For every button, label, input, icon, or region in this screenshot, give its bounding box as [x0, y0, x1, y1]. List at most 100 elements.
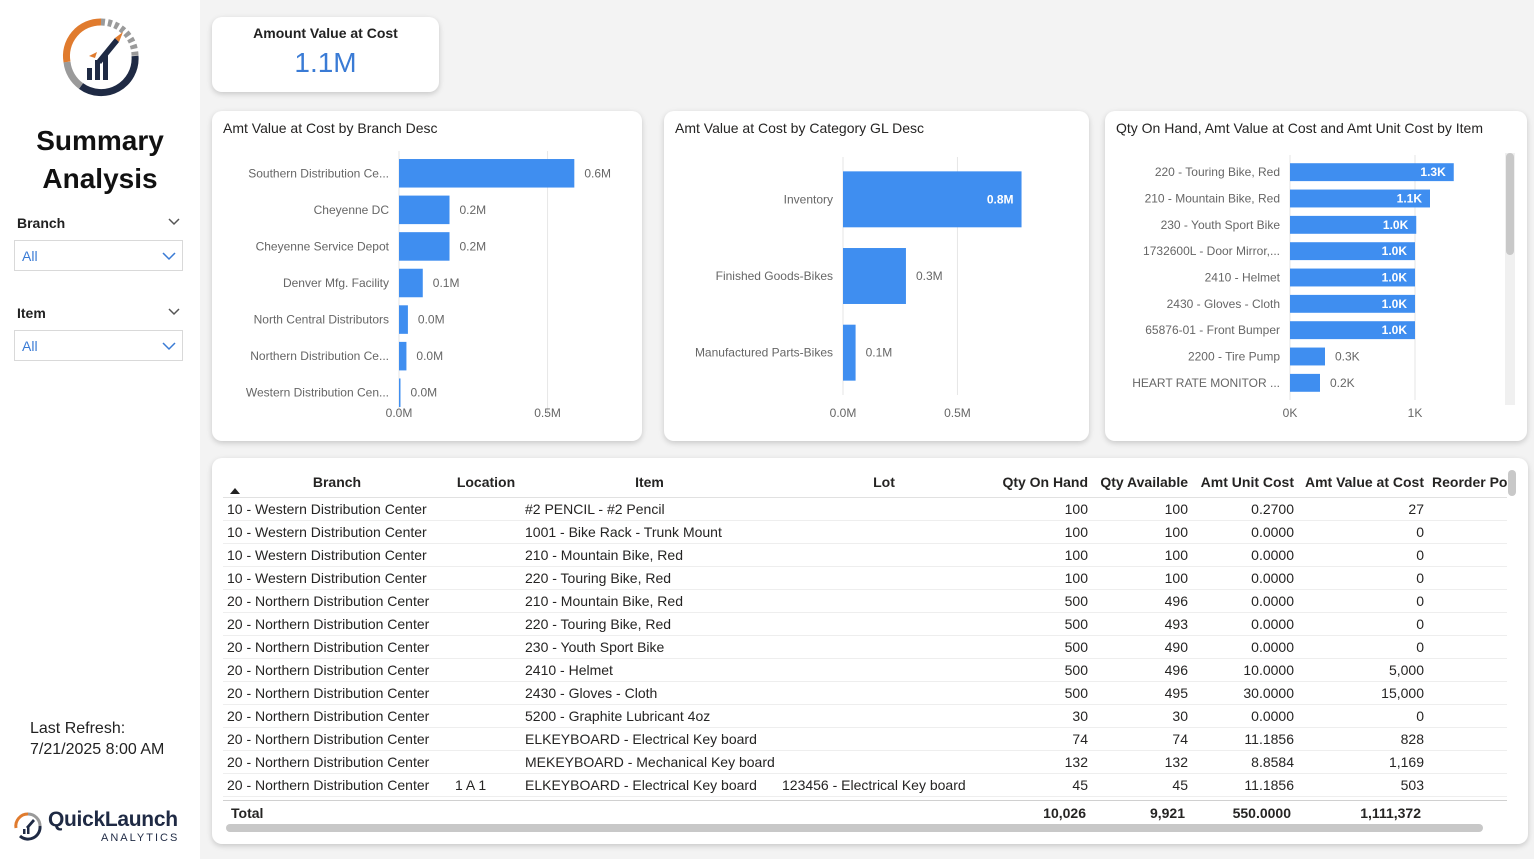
chevron-down-icon	[162, 252, 176, 261]
inventory-table[interactable]: Branch Location Item Lot Qty On Hand Qty Avai…	[223, 467, 1507, 801]
table-row[interactable]: 10 - Western Distribution Center 1001 - B…	[223, 520, 1507, 544]
category-label: 220 - Touring Bike, Red	[1155, 165, 1280, 179]
table-cell	[1428, 566, 1507, 590]
column-header[interactable]: Qty On Hand	[990, 467, 1092, 498]
table-cell: 100	[1092, 497, 1192, 521]
table-cell	[451, 612, 521, 636]
table-cell: 20 - Northern Distribution Center	[223, 727, 451, 751]
bar	[399, 159, 575, 188]
table-row[interactable]: 20 - Northern Distribution Center ELKEYBO…	[223, 727, 1507, 751]
data-label: 0.8M	[987, 192, 1014, 206]
table-cell: 30	[990, 704, 1092, 728]
item-slicer-value: All	[22, 338, 38, 354]
total-qty-on-hand: 10,026	[1043, 805, 1086, 821]
item-slicer-chevron-icon[interactable]	[167, 307, 181, 317]
last-refresh-value: 7/21/2025 8:00 AM	[30, 741, 165, 758]
table-cell: 0.0000	[1192, 520, 1298, 544]
category-label: Finished Goods-Bikes	[716, 269, 833, 283]
table-row[interactable]: 20 - Northern Distribution Center 220 - T…	[223, 612, 1507, 636]
chart-scrollbar-thumb[interactable]	[1506, 153, 1514, 255]
table-cell: 100	[990, 520, 1092, 544]
table-cell: 500	[990, 635, 1092, 659]
chart-card-category[interactable]: Amt Value at Cost by Category GL Desc 0.…	[664, 111, 1089, 441]
table-cell: 11.1856	[1192, 773, 1298, 797]
table-cell	[1428, 704, 1507, 728]
bar	[399, 305, 408, 334]
data-label: 0.3M	[916, 269, 943, 283]
table-cell: 10.0000	[1192, 658, 1298, 682]
sort-ascending-icon[interactable]	[230, 488, 240, 494]
table-cell: 74	[990, 727, 1092, 751]
chart-card-branch[interactable]: Amt Value at Cost by Branch Desc 0.0M 0.5…	[212, 111, 642, 441]
column-header[interactable]: Location	[451, 467, 521, 498]
table-row[interactable]: 20 - Northern Distribution Center 1 A 1 EL…	[223, 773, 1507, 797]
table-cell	[778, 635, 990, 659]
column-header[interactable]: Qty Available	[1092, 467, 1192, 498]
table-row[interactable]: 20 - Northern Distribution Center 2410 - …	[223, 658, 1507, 682]
table-cell: 20 - Northern Distribution Center	[223, 635, 451, 659]
table-cell	[1428, 612, 1507, 636]
table-row[interactable]: 20 - Northern Distribution Center 230 - Y…	[223, 635, 1507, 659]
table-cell: 132	[990, 750, 1092, 774]
table-vertical-scrollbar[interactable]	[1508, 470, 1516, 496]
column-header[interactable]: Item	[521, 467, 778, 498]
branch-slicer-value: All	[22, 248, 38, 264]
table-cell	[778, 589, 990, 613]
category-label: 2430 - Gloves - Cloth	[1167, 297, 1280, 311]
column-header[interactable]: Reorder Po	[1428, 467, 1507, 498]
table-cell: 0.0000	[1192, 589, 1298, 613]
brand-name: QuickLaunch	[48, 808, 178, 831]
table-cell	[778, 520, 990, 544]
branch-slicer-label: Branch	[17, 215, 66, 231]
table-cell	[451, 635, 521, 659]
table-cell	[1428, 658, 1507, 682]
table-cell: 132	[1092, 750, 1192, 774]
branch-slicer-dropdown[interactable]: All	[14, 240, 183, 271]
table-horizontal-scrollbar[interactable]	[226, 824, 1483, 832]
page-title: Summary Analysis	[0, 122, 200, 198]
chart-title: Amt Value at Cost by Branch Desc	[223, 120, 438, 136]
chart-title: Qty On Hand, Amt Value at Cost and Amt U…	[1116, 120, 1484, 136]
table-cell	[451, 727, 521, 751]
kpi-card-amount-value[interactable]: Amount Value at Cost 1.1M	[212, 17, 439, 92]
table-cell	[451, 658, 521, 682]
table-row[interactable]: 10 - Western Distribution Center 210 - Mo…	[223, 543, 1507, 567]
chart-category-svg: 0.0M 0.5M Inventory 0.8M Finished Goods-Bike…	[695, 157, 1022, 420]
table-cell	[451, 566, 521, 590]
branch-slicer-chevron-icon[interactable]	[167, 217, 181, 227]
table-row[interactable]: 20 - Northern Distribution Center 210 - M…	[223, 589, 1507, 613]
data-label: 0.1M	[433, 276, 460, 290]
last-refresh-label: Last Refresh:	[30, 720, 126, 737]
table-row[interactable]: 20 - Northern Distribution Center MEKEYBO…	[223, 750, 1507, 774]
column-header[interactable]: Amt Value at Cost	[1298, 467, 1428, 498]
bar	[399, 232, 450, 261]
table-cell: 230 - Youth Sport Bike	[521, 635, 778, 659]
category-label: Northern Distribution Ce...	[250, 349, 389, 363]
table-row[interactable]: 10 - Western Distribution Center #2 PENCI…	[223, 497, 1507, 521]
category-label: Southern Distribution Ce...	[248, 166, 389, 180]
x-tick-label: 0.5M	[944, 406, 971, 420]
table-cell: 10 - Western Distribution Center	[223, 566, 451, 590]
table-row[interactable]: 20 - Northern Distribution Center 5200 - …	[223, 704, 1507, 728]
total-label: Total	[231, 805, 264, 821]
table-cell: 0.0000	[1192, 543, 1298, 567]
table-cell	[1428, 497, 1507, 521]
table-cell: 210 - Mountain Bike, Red	[521, 543, 778, 567]
table-cell	[778, 612, 990, 636]
table-cell	[778, 543, 990, 567]
table-cell	[778, 704, 990, 728]
table-cell: 500	[990, 681, 1092, 705]
table-cell: 27	[1298, 497, 1428, 521]
table-cell: 11.1856	[1192, 727, 1298, 751]
item-slicer-dropdown[interactable]: All	[14, 330, 183, 361]
table-row[interactable]: 20 - Northern Distribution Center 2430 - …	[223, 681, 1507, 705]
chart-scrollbar-track[interactable]	[1505, 153, 1515, 405]
table-cell: 0.0000	[1192, 635, 1298, 659]
chart-title: Amt Value at Cost by Category GL Desc	[675, 120, 924, 136]
chevron-down-icon	[162, 342, 176, 351]
column-header[interactable]: Lot	[778, 467, 990, 498]
column-header[interactable]: Branch	[223, 467, 451, 498]
chart-card-item[interactable]: Qty On Hand, Amt Value at Cost and Amt U…	[1105, 111, 1527, 441]
table-row[interactable]: 10 - Western Distribution Center 220 - To…	[223, 566, 1507, 590]
column-header[interactable]: Amt Unit Cost	[1192, 467, 1298, 498]
